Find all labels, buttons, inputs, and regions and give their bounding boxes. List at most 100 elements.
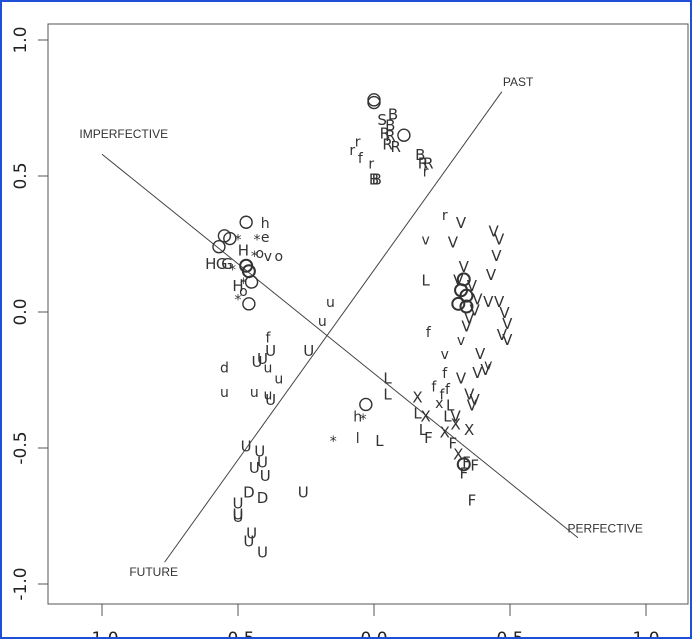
data-point xyxy=(212,240,226,254)
data-point: o xyxy=(275,249,284,265)
data-point: U xyxy=(254,443,265,461)
data-point: u xyxy=(250,385,259,401)
data-point: V xyxy=(450,407,461,425)
data-point: r xyxy=(349,143,355,159)
data-point: u xyxy=(220,385,229,401)
data-point: u xyxy=(263,360,272,376)
data-point: U xyxy=(260,467,271,485)
dimension-label: PAST xyxy=(503,75,534,89)
data-point: F xyxy=(459,464,468,482)
data-point xyxy=(223,231,237,246)
data-point: l xyxy=(356,431,360,447)
data-point xyxy=(239,215,253,229)
data-point: h xyxy=(353,409,362,425)
data-point: R xyxy=(391,138,401,156)
data-point: S xyxy=(377,111,387,129)
data-point: U xyxy=(303,342,314,360)
data-point xyxy=(451,296,466,311)
data-point: * xyxy=(235,292,242,308)
data-point: V xyxy=(494,293,505,311)
data-point: V xyxy=(489,222,500,240)
x-tick-label: -1.0 xyxy=(85,629,118,639)
data-point xyxy=(367,93,381,107)
data-point: R xyxy=(423,154,433,172)
data-point xyxy=(456,457,471,472)
data-point: V xyxy=(464,386,475,404)
y-tick-label: 0.0 xyxy=(11,298,31,325)
data-point: L xyxy=(383,386,392,404)
data-point: U xyxy=(233,508,244,526)
data-point: * xyxy=(235,233,242,249)
data-point: U xyxy=(252,353,263,371)
data-point: V xyxy=(475,345,486,363)
y-tick-label: 1.0 xyxy=(11,26,31,53)
data-point xyxy=(459,299,474,314)
data-point: L xyxy=(375,432,384,450)
data-point: f xyxy=(431,379,437,395)
data-point: * xyxy=(360,412,367,428)
data-point xyxy=(397,128,411,142)
data-point: V xyxy=(456,369,467,387)
data-point: B xyxy=(369,171,379,189)
data-point xyxy=(459,288,474,303)
data-point: F xyxy=(470,456,479,474)
data-point: F xyxy=(468,492,477,510)
data-point: * xyxy=(251,249,258,265)
dimension-label: PERFECTIVE xyxy=(568,521,643,535)
data-point: B xyxy=(372,171,382,189)
data-point: V xyxy=(497,326,508,344)
data-point: d xyxy=(220,360,229,376)
data-point: H xyxy=(205,255,216,273)
data-point: G xyxy=(216,255,228,273)
data-point: u xyxy=(263,388,272,404)
x-tick-label: 1.0 xyxy=(632,629,659,639)
data-point: V xyxy=(459,258,470,276)
data-point: u xyxy=(326,295,335,311)
data-point: o xyxy=(239,284,248,300)
data-point: f xyxy=(440,388,446,404)
data-point: u xyxy=(318,314,327,330)
data-point: V xyxy=(470,391,481,409)
data-point: U xyxy=(246,524,257,542)
data-point: U xyxy=(241,437,252,455)
data-point xyxy=(359,397,373,412)
data-point: * xyxy=(254,233,261,249)
data-point: V xyxy=(499,304,510,322)
data-point: f xyxy=(442,366,448,382)
data-point: X xyxy=(440,424,450,442)
data-point: U xyxy=(265,391,276,409)
y-axis: 1.0 0.5 0.0 -0.5 -1.0 xyxy=(11,26,48,601)
data-point: U xyxy=(298,484,309,502)
data-point: H xyxy=(238,241,249,259)
x-tick-label: 0.5 xyxy=(496,629,523,639)
x-tick-label: -0.5 xyxy=(221,629,254,639)
data-point: * xyxy=(240,276,247,292)
data-point: D xyxy=(257,489,269,507)
data-point: L xyxy=(446,396,455,414)
x-tick-label: 0.0 xyxy=(360,629,387,639)
y-tick-label: 0.5 xyxy=(11,162,31,189)
data-point: L xyxy=(422,271,431,289)
data-point: X xyxy=(421,407,431,425)
dimension-label: FUTURE xyxy=(129,565,178,579)
data-point: v xyxy=(264,249,272,265)
data-point: u xyxy=(274,371,283,387)
dimension-line xyxy=(101,153,579,539)
data-point: B xyxy=(385,116,395,134)
data-point xyxy=(244,275,259,289)
data-point: f xyxy=(445,382,451,398)
data-point xyxy=(367,95,381,110)
dimension-lines xyxy=(101,91,579,563)
data-point: * xyxy=(330,434,337,450)
data-point: r xyxy=(423,165,429,181)
data-point: D xyxy=(243,484,255,502)
data-point: V xyxy=(467,277,478,295)
data-point: V xyxy=(486,266,497,284)
data-point: V xyxy=(448,233,459,251)
data-point: U xyxy=(265,342,276,360)
data-point: V xyxy=(470,301,481,319)
data-point: U xyxy=(233,505,244,523)
data-point: v xyxy=(441,347,449,363)
